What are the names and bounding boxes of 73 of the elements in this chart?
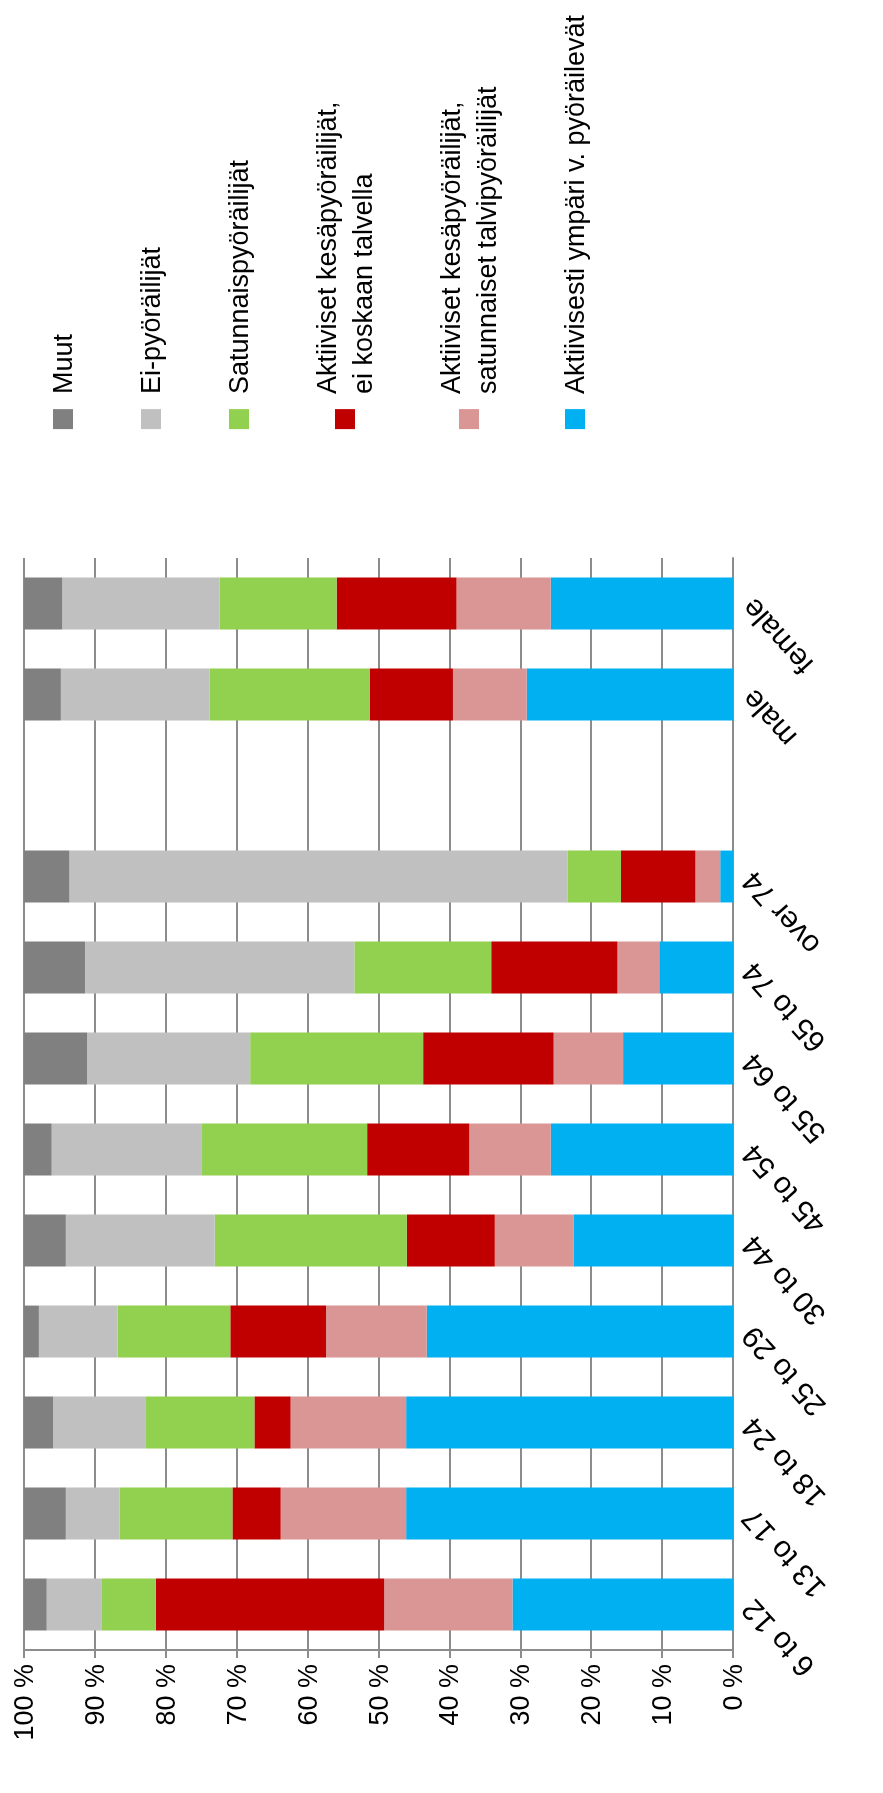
bar: [219, 577, 337, 630]
bar: [423, 1032, 554, 1085]
bar: [117, 1305, 231, 1358]
bar: [367, 1123, 470, 1176]
bar: [84, 941, 355, 994]
bar: [550, 1123, 733, 1176]
bar: [155, 1578, 385, 1631]
x-tick-label: 70 %: [221, 1664, 252, 1726]
bar: [87, 1032, 251, 1085]
text: Aktiiviset kesäpyöräilijät, ei koskaan talvella: [312, 101, 378, 395]
bar: [290, 1396, 407, 1449]
bar: [494, 1214, 574, 1267]
bar: [62, 577, 220, 630]
x-tick-label: 90 %: [79, 1664, 110, 1726]
bar: [469, 1123, 551, 1176]
x-tick-label: 40 %: [434, 1664, 465, 1726]
text: Ei-pyöräilijät: [136, 246, 166, 395]
bar: [145, 1396, 255, 1449]
x-tick-label: 60 %: [292, 1664, 323, 1726]
bar: [65, 1487, 120, 1540]
bar: [254, 1396, 291, 1449]
bar: [720, 850, 733, 903]
bar: [53, 1396, 146, 1449]
bar: [336, 577, 457, 630]
bar: [101, 1578, 156, 1631]
bar: [620, 850, 696, 903]
x-tick-label: 0 %: [718, 1664, 748, 1711]
bar: [406, 1396, 733, 1449]
x-tick-label: 100 %: [9, 1664, 39, 1741]
bar: [60, 668, 210, 721]
bar: [452, 668, 527, 721]
x-tick-label: 10 %: [647, 1664, 678, 1726]
bar: [567, 850, 621, 903]
bar: [201, 1123, 368, 1176]
bar: [406, 1487, 733, 1540]
bar: [65, 1214, 215, 1267]
bar: [406, 1214, 495, 1267]
bar: [354, 941, 492, 994]
bar: [512, 1578, 733, 1631]
bar: [119, 1487, 233, 1540]
bar: [526, 668, 733, 721]
bar: [456, 577, 551, 630]
text: Satunnaispyöräilijät: [224, 159, 254, 395]
bar: [232, 1487, 281, 1540]
x-tick-label: 30 %: [505, 1664, 536, 1726]
bar: [250, 1032, 424, 1085]
bar: [491, 941, 618, 994]
x-tick-label: 80 %: [150, 1664, 181, 1726]
bar: [51, 1123, 202, 1176]
bar: [326, 1305, 427, 1358]
x-tick-label: 50 %: [363, 1664, 394, 1726]
bar: [230, 1305, 327, 1358]
bar: [209, 668, 370, 721]
text: Aktiivisesti ympäri v. pyöräilevät: [560, 14, 590, 395]
bar: [69, 850, 568, 903]
bar: [550, 577, 733, 630]
bar: [573, 1214, 733, 1267]
text: Muut: [48, 333, 78, 395]
bar: [46, 1578, 102, 1631]
bar: [214, 1214, 407, 1267]
bar: [369, 668, 453, 721]
bar: [426, 1305, 733, 1358]
bar: [617, 941, 660, 994]
bar: [280, 1487, 407, 1540]
bar: [623, 1032, 733, 1085]
bar: [384, 1578, 513, 1631]
bar: [38, 1305, 118, 1358]
bar: [553, 1032, 624, 1085]
bar: [695, 850, 721, 903]
x-tick-label: 20 %: [576, 1664, 607, 1726]
text: Aktiiviset kesäpyöräilijät, satunnaiset talvipyöräilijät: [436, 85, 502, 395]
bar: [659, 941, 733, 994]
y-tick-label: over 74: [734, 865, 827, 962]
